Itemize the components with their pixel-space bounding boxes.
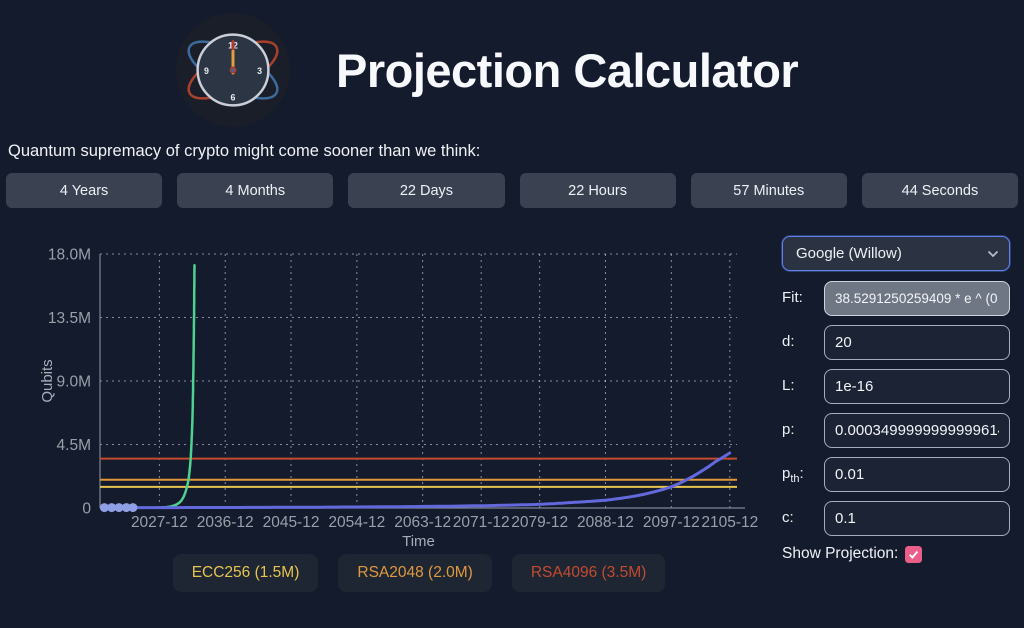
svg-text:3: 3: [257, 66, 262, 76]
qubit-projection-chart: 0 4.5M 9.0M 13.5M 18.0M 2027-12 2036-12 2045-12…: [39, 247, 758, 549]
x-tick-label: 2054-12: [328, 514, 385, 531]
countdown-bar: 4 Years 4 Months 22 Days 22 Hours 57 Min…: [6, 173, 1019, 208]
x-axis-title: Time: [402, 533, 435, 548]
legend-ecc256-button[interactable]: ECC256 (1.5M): [172, 554, 319, 592]
pth-input[interactable]: [824, 457, 1010, 492]
pth-field-row: pth:: [782, 457, 1010, 492]
data-point: [99, 503, 109, 513]
chart-panel: 0 4.5M 9.0M 13.5M 18.0M 2027-12 2036-12 2045-12…: [0, 236, 782, 592]
d-label: d:: [782, 332, 795, 350]
c-label: c:: [782, 508, 794, 526]
pth-label: pth:: [782, 464, 804, 485]
l-input[interactable]: [824, 369, 1010, 404]
svg-text:9: 9: [204, 66, 209, 76]
p-input[interactable]: [824, 413, 1010, 448]
fit-label: Fit:: [782, 288, 803, 306]
show-projection-checkbox[interactable]: [905, 545, 923, 563]
app-header: 12 3 6 9 Projection Calculator: [0, 0, 1024, 140]
y-tick-label: 18.0M: [48, 247, 91, 264]
y-tick-label: 9.0M: [57, 374, 91, 391]
page-title: Projection Calculator: [336, 43, 799, 97]
tagline-text: Quantum supremacy of crypto might come s…: [8, 142, 481, 160]
d-field-row: d:: [782, 325, 1010, 360]
c-field-row: c:: [782, 501, 1010, 536]
checkmark-icon: [909, 550, 919, 559]
x-tick-label: 2105-12: [701, 514, 758, 531]
machine-select-value: Google (Willow): [796, 245, 902, 262]
y-tick-label: 0: [82, 501, 91, 518]
show-projection-label: Show Projection:: [782, 545, 899, 562]
legend-rsa4096-button[interactable]: RSA4096 (3.5M): [511, 554, 666, 592]
svg-text:6: 6: [231, 92, 236, 102]
fit-input[interactable]: [824, 281, 1010, 316]
parameter-sidebar: Google (Willow) Fit: d: L: p: pth: c:: [782, 236, 1024, 592]
x-tick-label: 2063-12: [394, 514, 451, 531]
show-projection-row: Show Projection:: [782, 545, 1010, 563]
y-tick-label: 13.5M: [48, 310, 91, 327]
p-label: p:: [782, 420, 795, 438]
d-input[interactable]: [824, 325, 1010, 360]
clock-orbit-logo-icon: 12 3 6 9: [175, 12, 291, 128]
projection-curve: [102, 451, 732, 510]
y-tick-label: 4.5M: [57, 437, 91, 454]
x-tick-label: 2027-12: [131, 514, 188, 531]
machine-select[interactable]: Google (Willow): [782, 236, 1010, 271]
x-tick-label: 2097-12: [643, 514, 700, 531]
fit-field-row: Fit:: [782, 281, 1010, 316]
countdown-hours-button[interactable]: 22 Hours: [519, 173, 676, 208]
countdown-seconds-button[interactable]: 44 Seconds: [861, 173, 1019, 208]
countdown-minutes-button[interactable]: 57 Minutes: [690, 173, 847, 208]
chart-legend: ECC256 (1.5M) RSA2048 (2.0M) RSA4096 (3.…: [28, 554, 810, 592]
x-tick-label: 2071-12: [453, 514, 510, 531]
c-input[interactable]: [824, 501, 1010, 536]
main-content: 0 4.5M 9.0M 13.5M 18.0M 2027-12 2036-12 2045-12…: [0, 236, 1024, 592]
x-tick-label: 2088-12: [577, 514, 634, 531]
x-tick-label: 2036-12: [197, 514, 254, 531]
x-tick-label: 2079-12: [511, 514, 568, 531]
exponential-fit-curve: [153, 264, 196, 509]
countdown-years-button[interactable]: 4 Years: [6, 173, 163, 208]
l-field-row: L:: [782, 369, 1010, 404]
y-axis-title: Qubits: [39, 359, 56, 402]
data-point: [128, 503, 138, 513]
data-point: [114, 503, 124, 513]
p-field-row: p:: [782, 413, 1010, 448]
countdown-days-button[interactable]: 22 Days: [348, 173, 505, 208]
data-point: [121, 503, 131, 513]
l-label: L:: [782, 376, 795, 394]
x-tick-label: 2045-12: [263, 514, 320, 531]
legend-rsa2048-button[interactable]: RSA2048 (2.0M): [338, 554, 492, 592]
chevron-down-icon: [987, 250, 999, 257]
data-point: [107, 503, 117, 513]
countdown-months-button[interactable]: 4 Months: [177, 173, 334, 208]
